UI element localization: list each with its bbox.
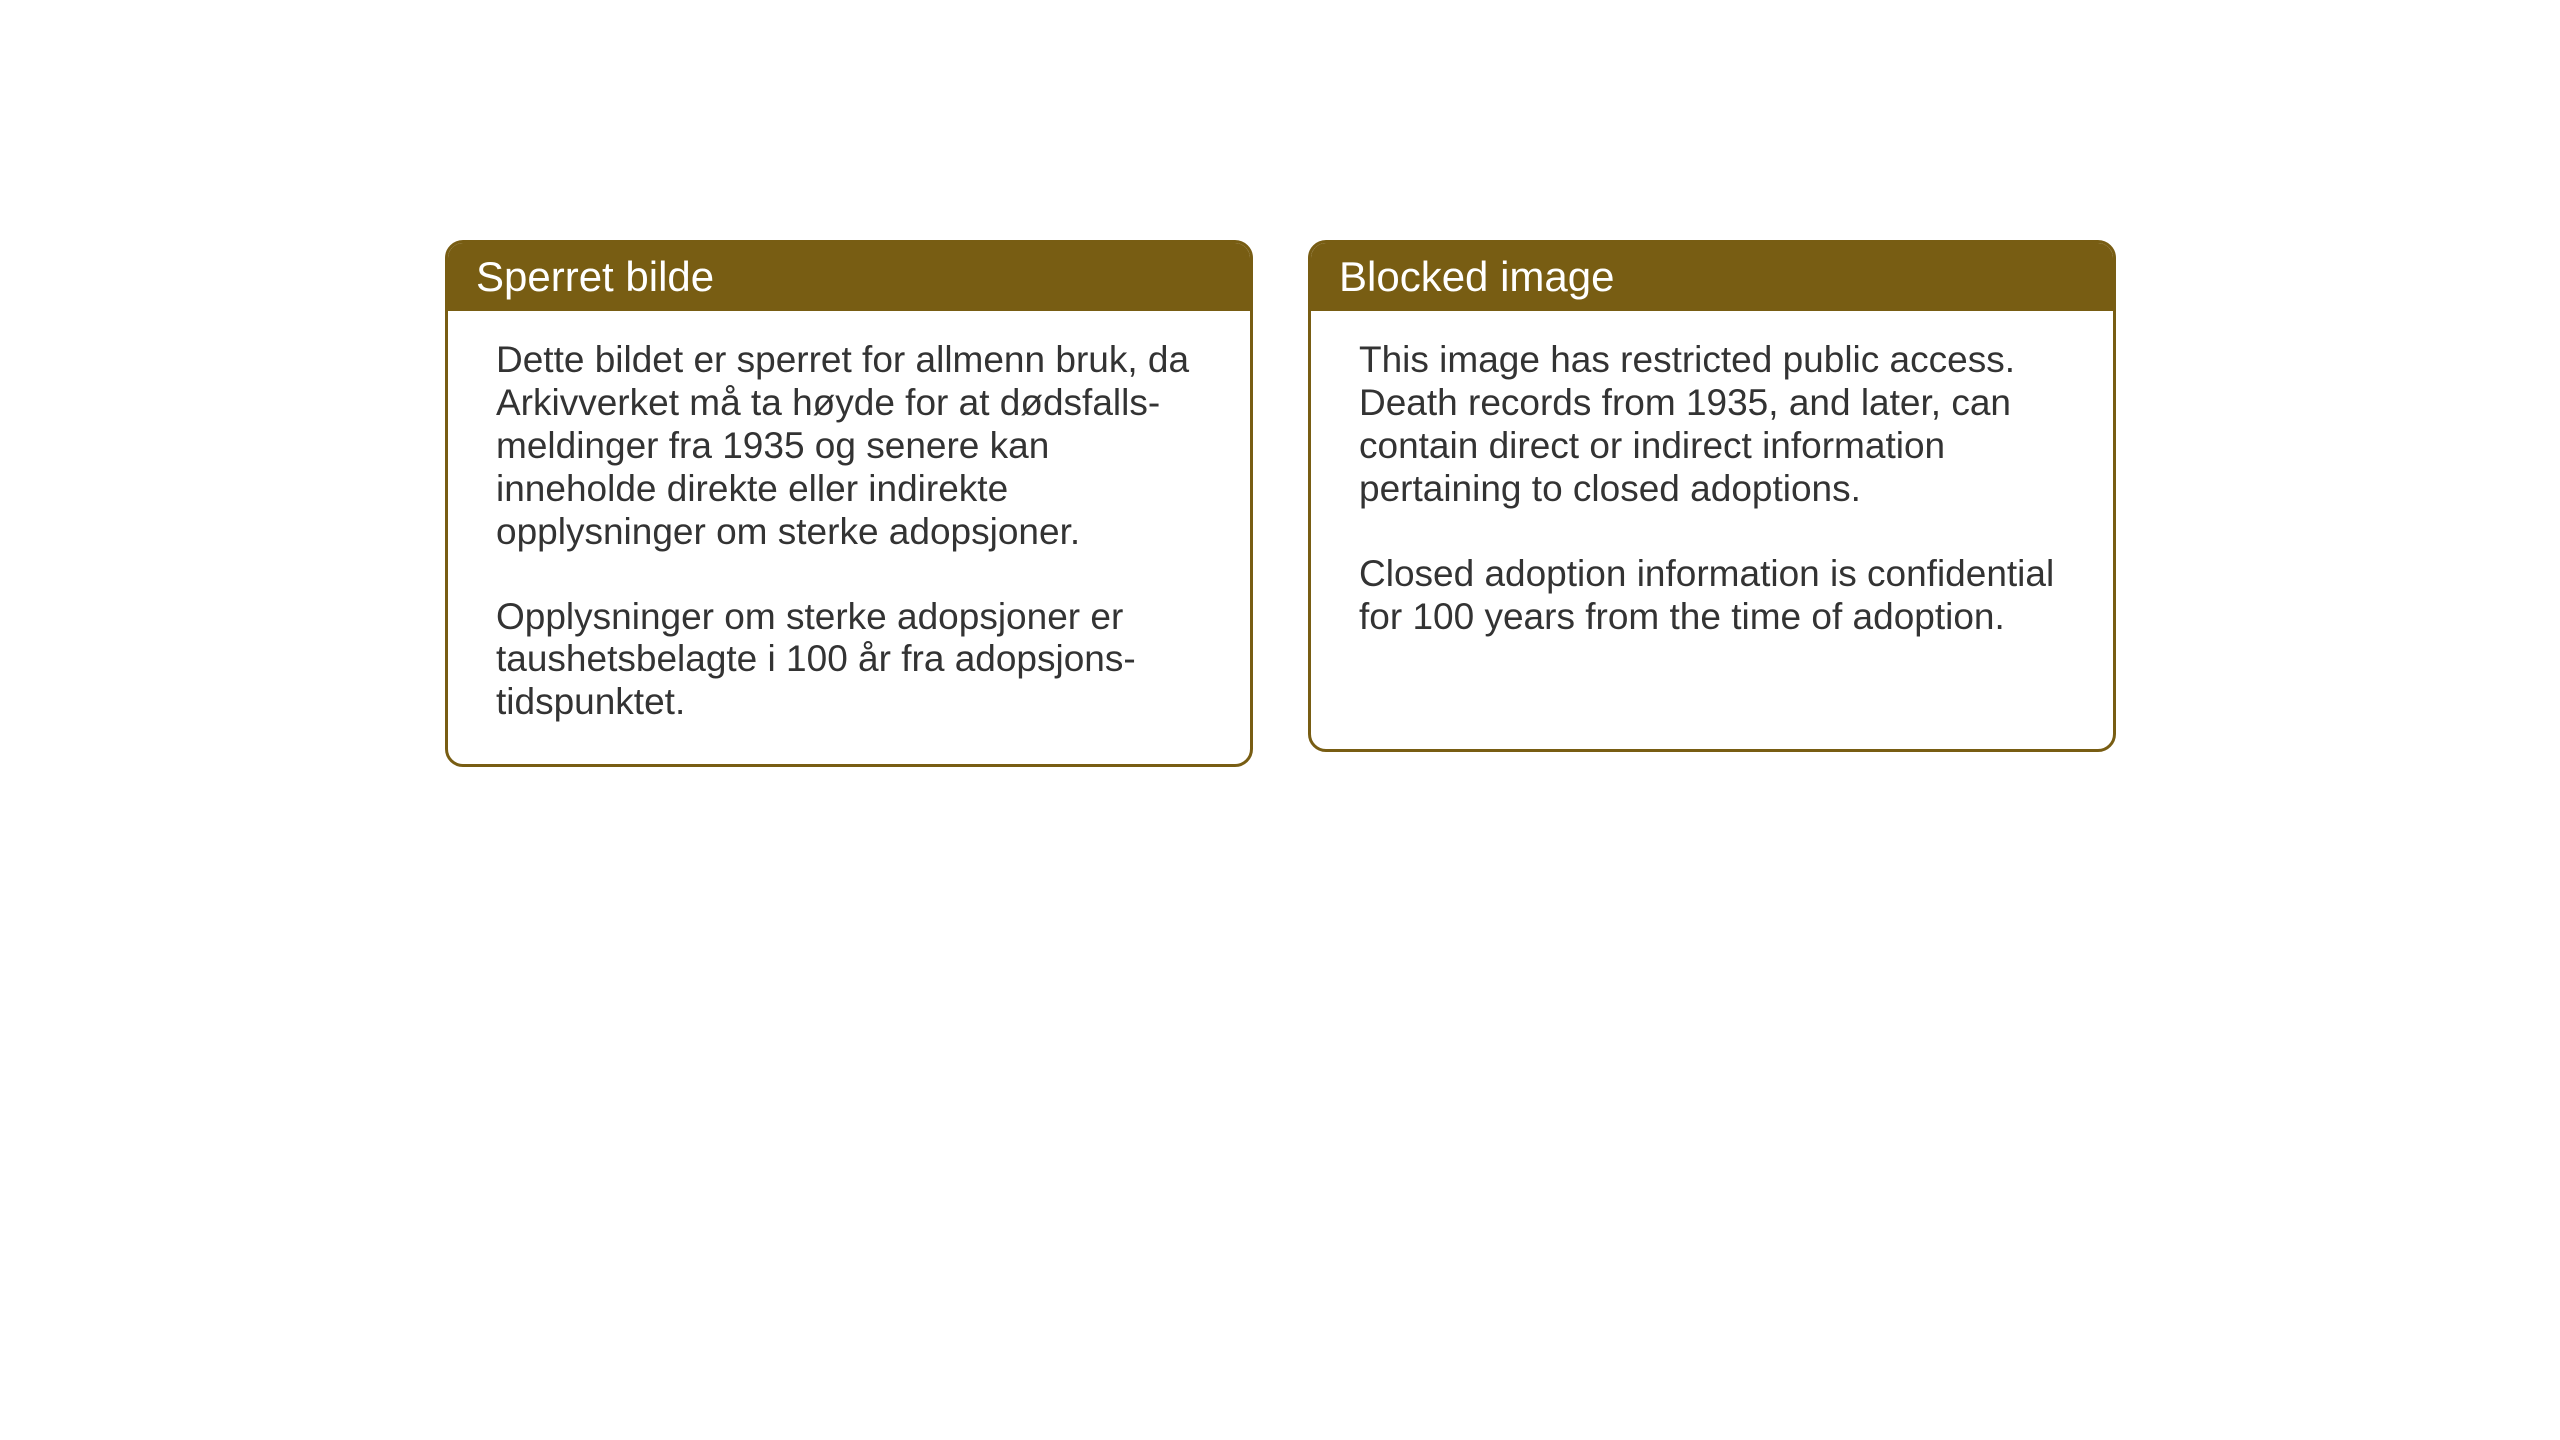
norwegian-notice-box: Sperret bilde Dette bildet er sperret fo…	[445, 240, 1253, 767]
norwegian-paragraph-1: Dette bildet er sperret for allmenn bruk…	[496, 339, 1202, 554]
notice-container: Sperret bilde Dette bildet er sperret fo…	[445, 240, 2116, 767]
norwegian-paragraph-2: Opplysninger om sterke adopsjoner er tau…	[496, 596, 1202, 725]
english-paragraph-1: This image has restricted public access.…	[1359, 339, 2065, 511]
norwegian-notice-title: Sperret bilde	[448, 243, 1250, 311]
norwegian-notice-body: Dette bildet er sperret for allmenn bruk…	[448, 311, 1250, 764]
english-paragraph-2: Closed adoption information is confident…	[1359, 553, 2065, 639]
english-notice-box: Blocked image This image has restricted …	[1308, 240, 2116, 752]
english-notice-title: Blocked image	[1311, 243, 2113, 311]
english-notice-body: This image has restricted public access.…	[1311, 311, 2113, 678]
